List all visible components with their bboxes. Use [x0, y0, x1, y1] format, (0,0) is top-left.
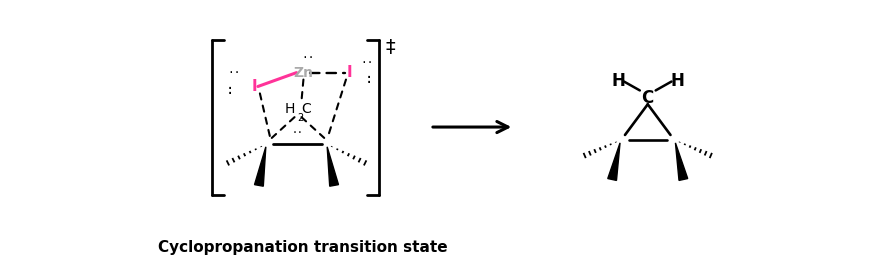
Text: ··: ·· [292, 128, 303, 138]
Text: :: : [364, 72, 373, 86]
Text: ‡: ‡ [385, 38, 395, 57]
Text: 2: 2 [297, 113, 303, 123]
Text: I: I [251, 79, 257, 94]
Polygon shape [676, 143, 688, 181]
Text: H: H [284, 102, 295, 116]
Text: ··: ·· [227, 68, 241, 78]
Text: Zn: Zn [294, 66, 314, 80]
Polygon shape [327, 147, 338, 186]
Text: ··: ·· [302, 53, 316, 63]
Text: C: C [302, 102, 311, 116]
Polygon shape [254, 147, 266, 186]
Text: H: H [670, 72, 684, 90]
Text: :: : [226, 83, 234, 97]
Text: ··: ·· [360, 58, 373, 68]
Text: H: H [611, 72, 625, 90]
Text: I: I [346, 65, 351, 80]
Polygon shape [607, 143, 620, 181]
Text: Cyclopropanation transition state: Cyclopropanation transition state [158, 240, 447, 255]
Text: C: C [642, 89, 654, 107]
